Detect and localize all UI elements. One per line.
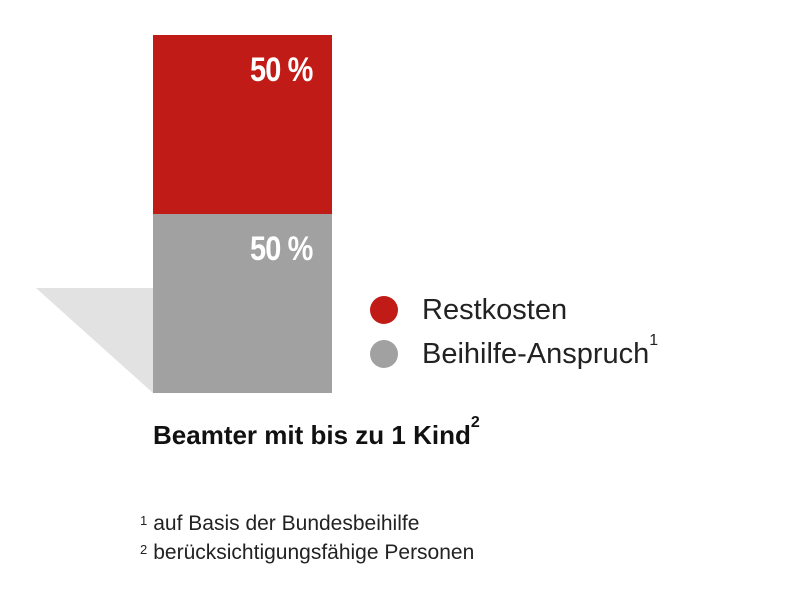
legend-swatch-beihilfe — [370, 340, 398, 368]
bar-segment-beihilfe — [153, 214, 332, 393]
legend-label-beihilfe: Beihilfe-Anspruch — [422, 337, 650, 370]
legend-footnote-marker: 1 — [649, 331, 659, 349]
data-label-beihilfe: 50 % — [249, 230, 313, 268]
legend-swatch-restkosten — [370, 296, 398, 324]
footnote-2: 2 berücksichtigungsfähige Personen — [140, 541, 475, 564]
legend-item-beihilfe: Beihilfe-Anspruch1 — [370, 332, 658, 376]
footnotes: 1 auf Basis der Bundesbeihilfe 2 berücksic… — [140, 512, 474, 570]
data-label-restkosten: 50 % — [249, 51, 313, 89]
bar-segment-restkosten — [153, 35, 332, 214]
legend-item-restkosten: Restkosten — [370, 288, 658, 332]
category-footnote-marker: 2 — [470, 414, 480, 431]
legend: Restkosten Beihilfe-Anspruch1 — [370, 288, 658, 376]
legend-label-restkosten: Restkosten — [422, 293, 568, 326]
bar-shadow — [36, 288, 153, 393]
footnote-1: 1 auf Basis der Bundesbeihilfe — [140, 512, 420, 535]
category-label: Beamter mit bis zu 1 Kind2 — [153, 414, 480, 450]
